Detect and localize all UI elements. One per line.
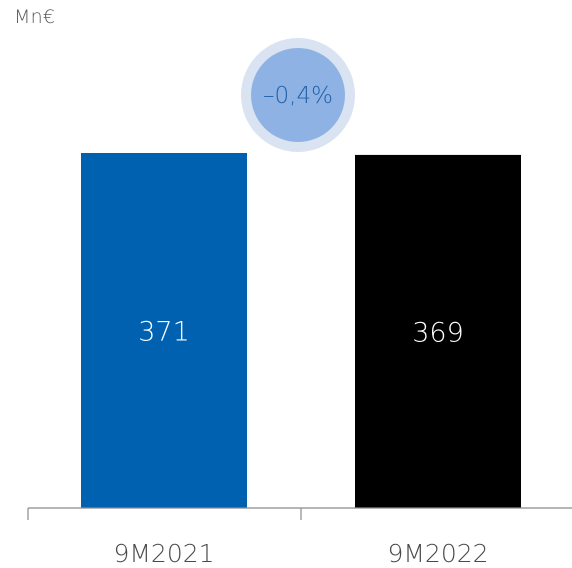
bar-value-label: 369 (412, 317, 464, 348)
x-axis: 9M2021 9M2022 (27, 507, 572, 568)
bar-value-label: 371 (138, 317, 190, 348)
x-tick-label: 9M2022 (387, 539, 488, 568)
x-tick-label: 9M2021 (113, 539, 214, 568)
bars-group: 371 369 (81, 153, 521, 508)
bar-9M2021 (81, 153, 247, 508)
unit-label: Mn€ (14, 6, 56, 28)
change-percent-label: –0,4% (263, 83, 333, 109)
change-bubble-fill (251, 48, 345, 142)
change-bubble: –0,4% (241, 38, 355, 152)
bar-9M2022 (355, 154, 521, 508)
